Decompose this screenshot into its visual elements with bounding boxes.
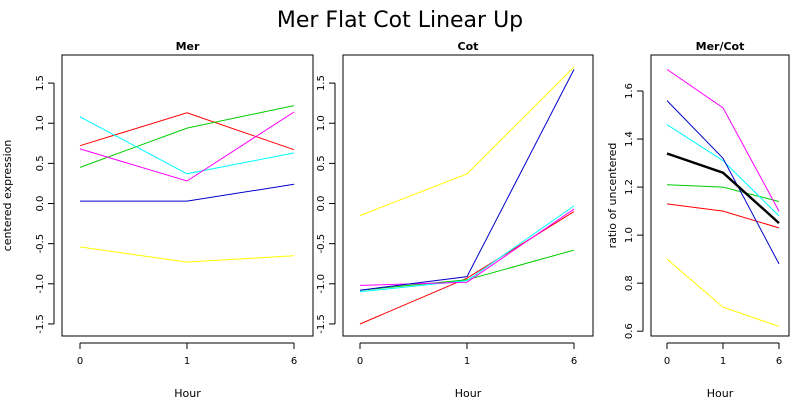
y-tick-label: 0.8 bbox=[624, 275, 635, 291]
y-tick-label: 1.2 bbox=[624, 179, 635, 195]
panel-title: Mer/Cot bbox=[696, 40, 745, 53]
series-line-3 bbox=[359, 205, 575, 293]
y-tick-label: 1.4 bbox=[624, 131, 635, 147]
x-axis-label: Hour bbox=[174, 387, 201, 400]
series-line-7 bbox=[666, 152, 780, 224]
series-line-4 bbox=[79, 111, 295, 182]
x-axis-label: Hour bbox=[707, 387, 734, 400]
x-tick-label: 6 bbox=[571, 356, 577, 367]
y-tick-label: -1.0 bbox=[316, 274, 327, 294]
series-line-4 bbox=[359, 208, 575, 286]
series-line-6 bbox=[359, 66, 575, 217]
y-tick-label: 0.6 bbox=[624, 323, 635, 339]
series-line-1 bbox=[666, 203, 780, 229]
panel-frame bbox=[650, 54, 790, 337]
panel-title: Mer bbox=[176, 40, 200, 53]
series-line-2 bbox=[359, 249, 575, 291]
series-line-5 bbox=[359, 69, 575, 291]
y-tick-label: 1.5 bbox=[316, 75, 327, 91]
y-tick-label: 0.5 bbox=[35, 155, 46, 171]
panel-cot: Cot -1.5 -1.0 -0.5 0.0 0.5 1.0 1.5 0 1 6 Hour bbox=[316, 40, 594, 400]
y-tick-label: 1.6 bbox=[624, 83, 635, 99]
panel-mer: Mer -1.5 -1.0 -0.5 0.0 0.5 1.0 1.5 0 1 6 Hour center… bbox=[1, 40, 314, 400]
y-axis-label: ratio of uncentered bbox=[606, 143, 619, 249]
series-line-5 bbox=[666, 100, 780, 265]
x-tick-label: 1 bbox=[184, 356, 190, 367]
y-tick-label: 1.5 bbox=[35, 75, 46, 91]
panel-ratio: Mer/Cot 0.6 0.8 1.0 1.2 1.4 1.6 0 1 6 Hour ratio of… bbox=[606, 40, 790, 400]
x-tick-label: 1 bbox=[720, 356, 726, 367]
y-tick-label: -1.5 bbox=[35, 314, 46, 334]
y-tick-label: -0.5 bbox=[35, 234, 46, 254]
x-tick-label: 1 bbox=[464, 356, 470, 367]
series-line-6 bbox=[79, 246, 295, 263]
y-tick-label: 1.0 bbox=[35, 115, 46, 131]
x-tick-label: 0 bbox=[664, 356, 670, 367]
x-tick-label: 0 bbox=[77, 356, 83, 367]
series-line-3 bbox=[79, 116, 295, 175]
x-tick-label: 6 bbox=[291, 356, 297, 367]
y-tick-label: 0.5 bbox=[316, 155, 327, 171]
y-tick-label: -1.0 bbox=[35, 274, 46, 294]
series-line-1 bbox=[79, 112, 295, 151]
chart-panels: Mer -1.5 -1.0 -0.5 0.0 0.5 1.0 1.5 0 1 6 Hour center… bbox=[1, 40, 790, 400]
series-line-2 bbox=[79, 105, 295, 168]
x-tick-label: 0 bbox=[357, 356, 363, 367]
series-line-3 bbox=[666, 124, 780, 217]
y-tick-label: 0.0 bbox=[35, 196, 46, 212]
series-line-6 bbox=[666, 258, 780, 327]
y-tick-label: -0.5 bbox=[316, 234, 327, 254]
x-tick-label: 6 bbox=[776, 356, 782, 367]
panel-frame bbox=[342, 54, 594, 337]
series-line-2 bbox=[666, 184, 780, 202]
chart-title: Mer Flat Cot Linear Up bbox=[277, 8, 523, 33]
series-line-5 bbox=[80, 183, 295, 202]
y-tick-label: 1.0 bbox=[624, 227, 635, 243]
y-tick-label: -1.5 bbox=[316, 314, 327, 334]
series-line-4 bbox=[666, 68, 780, 212]
y-axis-label: centered expression bbox=[1, 140, 14, 252]
y-tick-label: 0.0 bbox=[316, 196, 327, 212]
x-axis-label: Hour bbox=[455, 387, 482, 400]
panel-title: Cot bbox=[458, 40, 479, 53]
y-tick-label: 1.0 bbox=[316, 115, 327, 131]
panel-frame bbox=[61, 54, 314, 337]
